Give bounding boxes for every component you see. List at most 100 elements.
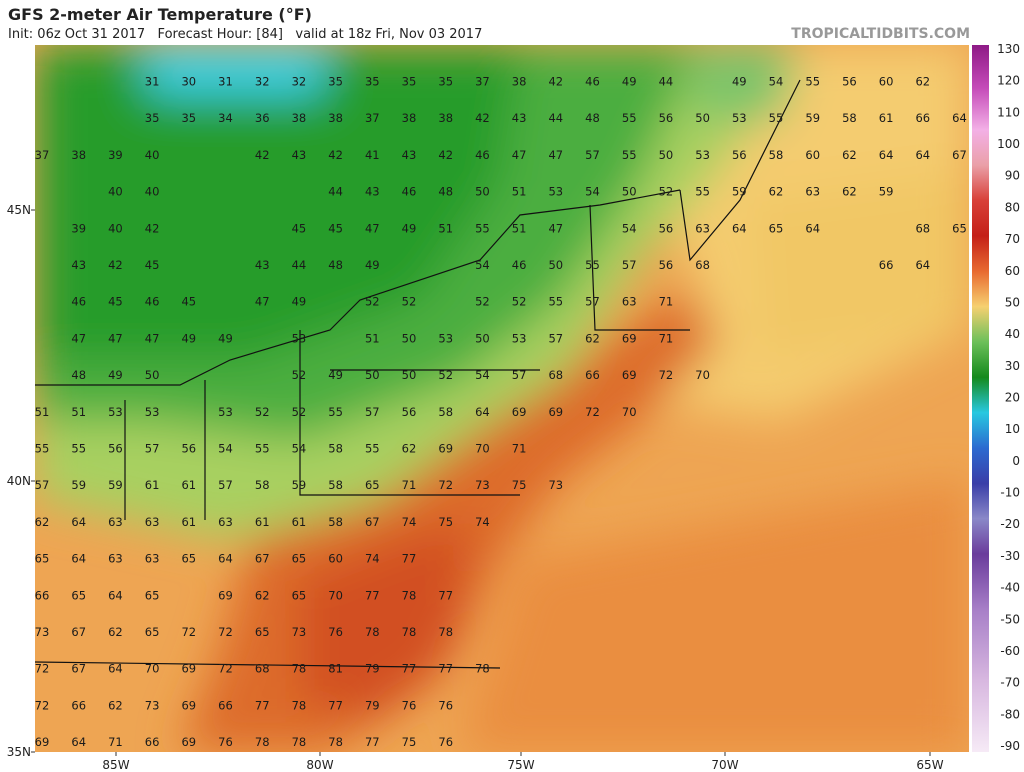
temperature-label: 66 <box>585 368 600 382</box>
temperature-label: 72 <box>659 368 674 382</box>
temperature-label: 63 <box>805 185 820 199</box>
temperature-label: 64 <box>71 515 86 529</box>
temperature-label: 65 <box>292 588 307 602</box>
temperature-label: 38 <box>402 111 417 125</box>
temperature-label: 43 <box>292 148 307 162</box>
temperature-label: 57 <box>548 331 563 345</box>
temperature-label: 52 <box>438 368 453 382</box>
temperature-label: 55 <box>585 258 600 272</box>
colorbar-label: 80 <box>1005 200 1020 214</box>
temperature-label: 55 <box>769 111 784 125</box>
temperature-label: 62 <box>915 75 930 89</box>
temperature-label: 65 <box>952 221 967 235</box>
temperature-label: 50 <box>659 148 674 162</box>
temperature-label: 81 <box>328 662 343 676</box>
temperature-label: 54 <box>475 258 490 272</box>
temperature-label: 57 <box>218 478 233 492</box>
temperature-label: 55 <box>35 442 50 456</box>
temperature-label: 69 <box>181 735 196 749</box>
temperature-label: 54 <box>292 442 307 456</box>
temperature-label: 53 <box>108 405 123 419</box>
temperature-label: 40 <box>108 221 123 235</box>
temperature-label: 40 <box>145 148 160 162</box>
colorbar-label: 90 <box>1005 169 1020 183</box>
temperature-label: 49 <box>218 331 233 345</box>
temperature-label: 38 <box>328 111 343 125</box>
temperature-label: 54 <box>475 368 490 382</box>
temperature-label: 53 <box>438 331 453 345</box>
lon-label: 85W <box>102 758 129 772</box>
colorbar-label: 60 <box>1005 264 1020 278</box>
temperature-label: 38 <box>512 75 527 89</box>
temperature-label: 78 <box>438 625 453 639</box>
colorbar-label: -40 <box>1000 581 1020 595</box>
temperature-label: 58 <box>255 478 270 492</box>
temperature-label: 52 <box>475 295 490 309</box>
temperature-label: 75 <box>402 735 417 749</box>
lon-label: 65W <box>916 758 943 772</box>
temperature-label: 65 <box>255 625 270 639</box>
colorbar-label: -60 <box>1000 644 1020 658</box>
temperature-label: 70 <box>475 442 490 456</box>
temperature-label: 39 <box>71 221 86 235</box>
temperature-label: 54 <box>218 442 233 456</box>
temperature-label: 56 <box>108 442 123 456</box>
temperature-label: 43 <box>512 111 527 125</box>
temperature-label: 53 <box>548 185 563 199</box>
temperature-label: 61 <box>181 478 196 492</box>
temperature-label: 50 <box>475 185 490 199</box>
temperature-label: 45 <box>145 258 160 272</box>
temperature-label: 78 <box>255 735 270 749</box>
temperature-label: 57 <box>622 258 637 272</box>
temperature-label: 64 <box>805 221 820 235</box>
temperature-label: 59 <box>805 111 820 125</box>
temperature-label: 53 <box>145 405 160 419</box>
temperature-label: 57 <box>35 478 50 492</box>
temperature-label: 67 <box>365 515 380 529</box>
temperature-label: 57 <box>145 442 160 456</box>
temperature-label: 64 <box>952 111 967 125</box>
lon-label: 70W <box>711 758 738 772</box>
lon-label: 80W <box>306 758 333 772</box>
temperature-label: 42 <box>475 111 490 125</box>
temperature-label: 51 <box>512 221 527 235</box>
temperature-label: 54 <box>622 221 637 235</box>
temperature-label: 49 <box>292 295 307 309</box>
temperature-label: 69 <box>438 442 453 456</box>
temperature-label: 44 <box>548 111 563 125</box>
temperature-label: 68 <box>548 368 563 382</box>
temperature-label: 64 <box>108 588 123 602</box>
temperature-label: 52 <box>365 295 380 309</box>
temperature-label: 39 <box>108 148 123 162</box>
temperature-label: 58 <box>328 515 343 529</box>
temperature-label: 57 <box>512 368 527 382</box>
temperature-label: 49 <box>181 331 196 345</box>
temperature-label: 52 <box>292 405 307 419</box>
temperature-label: 56 <box>659 221 674 235</box>
temperature-label: 58 <box>769 148 784 162</box>
temperature-label: 62 <box>402 442 417 456</box>
temperature-label: 40 <box>108 185 123 199</box>
temperature-label: 60 <box>805 148 820 162</box>
temperature-label: 64 <box>71 552 86 566</box>
temperature-label: 58 <box>842 111 857 125</box>
temperature-label: 45 <box>292 221 307 235</box>
temperature-label: 57 <box>585 148 600 162</box>
temperature-label: 49 <box>365 258 380 272</box>
temperature-label: 51 <box>438 221 453 235</box>
temperature-label: 51 <box>71 405 86 419</box>
temperature-label: 53 <box>292 331 307 345</box>
temperature-label: 45 <box>328 221 343 235</box>
temperature-label: 78 <box>292 662 307 676</box>
temperature-label: 37 <box>475 75 490 89</box>
temperature-label: 51 <box>512 185 527 199</box>
temperature-label: 64 <box>71 735 86 749</box>
temperature-label: 46 <box>71 295 86 309</box>
temperature-label: 63 <box>108 552 123 566</box>
temperature-label: 47 <box>548 221 563 235</box>
temperature-label: 49 <box>732 75 747 89</box>
temperature-label: 53 <box>218 405 233 419</box>
temperature-label: 69 <box>35 735 50 749</box>
temperature-label: 43 <box>71 258 86 272</box>
temperature-label: 60 <box>879 75 894 89</box>
